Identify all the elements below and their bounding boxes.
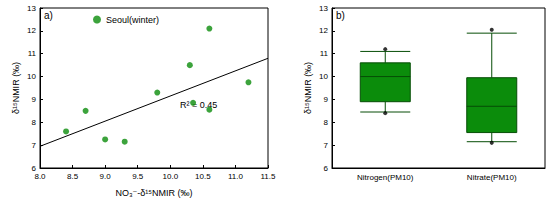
- svg-text:NO₃⁻-δ¹⁵NMIR (‰): NO₃⁻-δ¹⁵NMIR (‰): [115, 188, 192, 198]
- svg-text:Seoul(winter): Seoul(winter): [106, 15, 159, 25]
- svg-text:13: 13: [27, 4, 36, 13]
- svg-text:δ¹⁵NMIR (‰): δ¹⁵NMIR (‰): [303, 62, 313, 114]
- svg-text:11.0: 11.0: [228, 172, 244, 181]
- svg-text:10.0: 10.0: [162, 172, 178, 181]
- svg-text:9: 9: [324, 95, 329, 104]
- svg-text:13: 13: [319, 4, 328, 13]
- svg-text:11: 11: [28, 49, 37, 58]
- svg-text:R² = 0.45: R² = 0.45: [180, 99, 218, 110]
- svg-text:10.5: 10.5: [195, 172, 211, 181]
- svg-text:9.5: 9.5: [132, 172, 144, 181]
- svg-text:11: 11: [320, 49, 329, 58]
- svg-text:b): b): [336, 10, 345, 21]
- svg-text:7: 7: [324, 141, 329, 150]
- svg-text:a): a): [44, 10, 53, 21]
- svg-text:12: 12: [319, 26, 328, 35]
- svg-text:6: 6: [324, 164, 329, 173]
- svg-text:8.5: 8.5: [67, 172, 79, 181]
- svg-text:7: 7: [32, 141, 37, 150]
- svg-text:9.0: 9.0: [100, 172, 112, 181]
- svg-text:6: 6: [31, 163, 36, 173]
- svg-text:10: 10: [319, 72, 328, 81]
- svg-text:11.5: 11.5: [261, 172, 277, 181]
- svg-text:8.0: 8.0: [34, 172, 46, 181]
- svg-text:12: 12: [27, 26, 36, 35]
- svg-text:8: 8: [32, 118, 37, 127]
- svg-text:δ¹⁵NMIR (‰): δ¹⁵NMIR (‰): [11, 62, 21, 114]
- svg-text:Nitrate(PM10): Nitrate(PM10): [467, 173, 517, 182]
- svg-text:9: 9: [32, 95, 37, 104]
- svg-text:8: 8: [324, 118, 329, 127]
- svg-text:10: 10: [27, 72, 36, 81]
- svg-text:Nitrogen(PM10): Nitrogen(PM10): [357, 173, 414, 182]
